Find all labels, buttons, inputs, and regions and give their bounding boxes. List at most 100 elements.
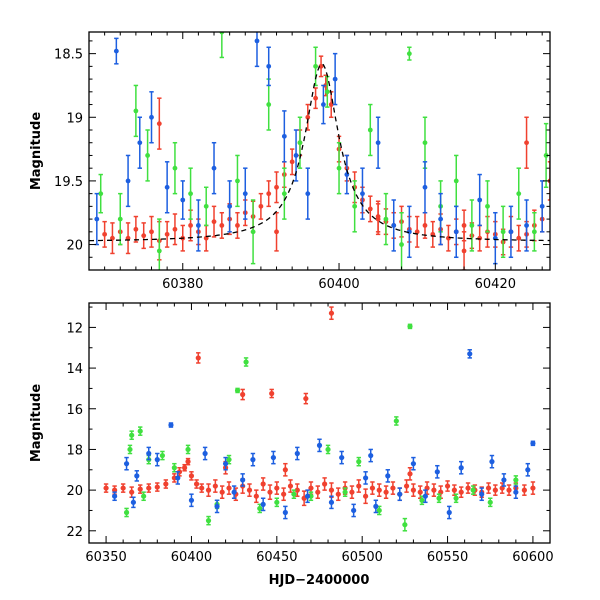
top-y-tick-label: 18.5 xyxy=(54,48,83,63)
top-point-green-11 xyxy=(266,102,272,107)
top-point-red-61 xyxy=(375,216,381,222)
bottom-y-tick-label: 14 xyxy=(66,362,83,377)
bottom-point-blue-40 xyxy=(368,452,374,459)
top-point-green-20 xyxy=(399,242,404,247)
bottom-point-red-39 xyxy=(369,485,376,491)
bottom-point-red-70 xyxy=(282,467,288,473)
top-point-blue-19 xyxy=(360,191,365,197)
bottom-point-green-17 xyxy=(342,489,348,495)
top-point-green-17 xyxy=(352,203,358,209)
bottom-point-green-22 xyxy=(407,323,413,329)
top-point-red-1 xyxy=(110,235,115,241)
bottom-point-green-30 xyxy=(141,493,147,499)
top-point-blue-3 xyxy=(137,140,143,146)
top-point-blue-14 xyxy=(293,153,299,158)
top-point-blue-2 xyxy=(125,178,131,184)
top-point-green-21 xyxy=(406,51,412,57)
bottom-point-green-2 xyxy=(137,428,143,434)
top-point-green-7 xyxy=(203,203,209,209)
top-point-red-8 xyxy=(164,231,170,237)
bottom-point-red-23 xyxy=(260,481,266,487)
top-point-red-41 xyxy=(414,229,420,235)
top-point-green-5 xyxy=(172,165,178,171)
bottom-y-tick-label: 16 xyxy=(66,403,83,418)
bottom-point-red-4 xyxy=(137,486,143,492)
bottom-point-red-42 xyxy=(390,485,396,491)
bottom-point-red-32 xyxy=(322,481,328,487)
bottom-point-red-37 xyxy=(356,483,362,489)
bottom-point-blue-7 xyxy=(188,497,195,503)
bottom-point-blue-24 xyxy=(373,503,379,509)
top-point-blue-29 xyxy=(524,223,529,228)
top-point-blue-17 xyxy=(332,76,338,82)
bottom-x-tick-label: 60450 xyxy=(256,550,297,565)
top-point-blue-1 xyxy=(113,48,119,54)
bottom-point-red-31 xyxy=(315,489,321,495)
top-point-red-22 xyxy=(274,184,279,190)
bottom-point-blue-4 xyxy=(154,457,160,463)
bottom-point-blue-36 xyxy=(513,489,519,495)
bottom-point-blue-5 xyxy=(168,422,174,428)
bottom-point-red-62 xyxy=(530,485,536,491)
bottom-point-blue-8 xyxy=(202,450,208,457)
top-point-green-27 xyxy=(500,229,506,235)
top-point-green-26 xyxy=(485,203,490,209)
top-x-tick-label: 60420 xyxy=(475,277,516,292)
top-point-green-0 xyxy=(98,191,104,197)
bottom-point-red-45 xyxy=(410,487,417,493)
bottom-point-blue-6 xyxy=(175,475,181,481)
bottom-point-red-10 xyxy=(182,465,188,471)
bottom-point-red-17 xyxy=(219,489,225,495)
top-point-green-1 xyxy=(117,216,123,222)
bottom-point-red-59 xyxy=(506,487,512,493)
bottom-point-green-21 xyxy=(402,522,408,528)
top-point-green-19 xyxy=(383,216,389,222)
top-y-tick-label: 20 xyxy=(66,239,83,254)
bottom-point-red-46 xyxy=(417,489,423,495)
bottom-point-red-12 xyxy=(188,473,195,479)
top-point-blue-6 xyxy=(180,197,186,203)
bottom-point-green-1 xyxy=(129,432,135,438)
top-point-red-62 xyxy=(461,248,467,254)
top-point-red-21 xyxy=(266,191,272,197)
top-point-red-54 xyxy=(516,235,522,241)
bottom-point-green-25 xyxy=(453,495,459,501)
top-point-red-42 xyxy=(422,223,428,228)
top-axis-ticks: 60380 60400 60420 18.5 19 19.5 20 xyxy=(54,32,550,292)
top-point-blue-25 xyxy=(453,229,459,235)
bottom-point-green-16 xyxy=(325,446,331,453)
bottom-point-blue-11 xyxy=(231,489,237,495)
top-point-red-15 xyxy=(219,223,225,228)
top-point-red-17 xyxy=(235,223,240,228)
bottom-point-red-56 xyxy=(485,485,492,491)
bottom-point-blue-9 xyxy=(214,503,220,509)
bottom-point-red-21 xyxy=(246,487,253,493)
bottom-point-blue-3 xyxy=(146,450,152,457)
bottom-point-red-33 xyxy=(328,487,335,493)
bottom-point-blue-29 xyxy=(434,469,440,475)
top-point-blue-12 xyxy=(266,63,272,69)
top-point-red-26 xyxy=(305,114,311,120)
top-point-green-24 xyxy=(453,178,459,184)
top-point-blue-20 xyxy=(375,140,381,146)
bottom-point-green-27 xyxy=(487,499,493,505)
bottom-point-red-63 xyxy=(195,355,201,361)
top-point-blue-18 xyxy=(344,172,350,177)
top-point-green-6 xyxy=(188,191,193,197)
bottom-point-red-16 xyxy=(212,483,218,489)
top-point-red-0 xyxy=(102,231,108,237)
bottom-point-green-7 xyxy=(205,518,212,524)
bottom-point-red-68 xyxy=(407,471,413,477)
bottom-point-blue-39 xyxy=(130,499,136,505)
bottom-point-blue-31 xyxy=(458,465,464,471)
bottom-point-red-53 xyxy=(465,485,471,491)
bottom-point-blue-19 xyxy=(316,442,323,448)
bottom-point-blue-30 xyxy=(446,509,452,516)
top-point-green-18 xyxy=(367,127,373,133)
model-fit-curve xyxy=(89,63,550,242)
bottom-point-green-26 xyxy=(470,487,476,493)
bottom-point-blue-26 xyxy=(397,491,403,497)
bottom-point-red-2 xyxy=(120,485,126,491)
bottom-point-blue-14 xyxy=(260,501,266,507)
